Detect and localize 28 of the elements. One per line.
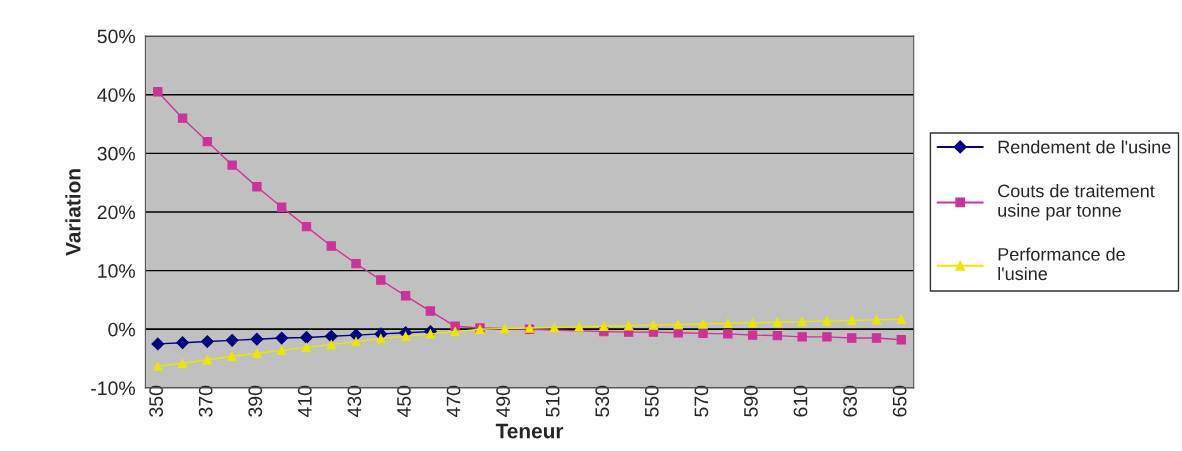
x-tick-label: 350 [149,385,163,417]
x-tick-label: 450 [397,385,411,418]
x-tick-label: 630 [843,385,857,417]
x-tick-label: 550 [644,385,659,417]
x-tick-label: 470 [446,385,461,418]
y-tick-label: -10% [91,381,135,396]
x-tick-label: 570 [694,385,709,417]
x-axis-title: Teneur [495,423,564,439]
legend-label: Rendement de l'usine [998,140,1171,154]
x-tick-label: 490 [496,385,510,418]
x-tick-label: 530 [595,385,610,417]
y-tick-label: 0% [108,322,135,337]
x-tick-label: 390 [248,385,263,417]
y-tick-label: 30% [97,146,135,161]
legend-label: Couts de traitement usine par tonne [998,184,1155,221]
y-tick-label: 50% [97,29,135,44]
y-tick-label: 40% [97,88,135,102]
legend-label: Performance de l'usine [998,247,1125,281]
x-tick-label: 370 [198,385,213,417]
x-tick-label: 410 [297,385,312,418]
y-axis-title: Variation [65,169,81,256]
x-tick-label: 510 [545,385,560,417]
x-tick-label: 650 [892,385,907,417]
y-tick-label: 10% [98,264,135,278]
x-tick-label: 430 [347,385,362,418]
x-tick-label: 590 [744,385,758,417]
x-tick-label: 610 [793,385,808,417]
y-tick-label: 20% [97,205,135,220]
